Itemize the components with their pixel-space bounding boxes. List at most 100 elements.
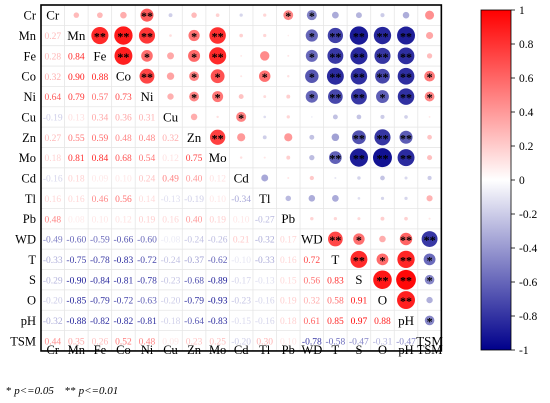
correlation-circle bbox=[349, 26, 369, 45]
significance-mark: ** bbox=[329, 233, 341, 247]
footnote-double-text: p<=0.01 bbox=[78, 385, 119, 397]
correlation-circle bbox=[427, 134, 432, 140]
correlation-value: 0.26 bbox=[92, 337, 109, 347]
diagonal-label-s: S bbox=[355, 272, 362, 287]
correlation-value: -0.33 bbox=[43, 256, 63, 266]
correlation-value: 0.16 bbox=[280, 256, 297, 266]
correlation-circle bbox=[399, 130, 413, 144]
significance-footnote: * p<=0.05 ** p<=0.01 bbox=[6, 385, 118, 397]
correlation-value: -0.89 bbox=[208, 276, 228, 286]
correlation-circle bbox=[286, 115, 290, 119]
correlation-circle bbox=[397, 88, 415, 105]
colorbar-tick-label: 0.8 bbox=[519, 39, 534, 51]
correlation-value: -0.90 bbox=[66, 276, 86, 286]
correlation-circle bbox=[397, 26, 416, 45]
correlation-value: -0.24 bbox=[184, 236, 204, 246]
significance-mark: ** bbox=[400, 30, 412, 44]
correlation-value: -0.29 bbox=[43, 276, 63, 286]
significance-mark: ** bbox=[376, 274, 388, 288]
correlation-circle bbox=[404, 216, 408, 221]
correlation-circle bbox=[334, 176, 337, 179]
correlation-value: 0.88 bbox=[92, 73, 109, 83]
correlation-value: -0.72 bbox=[114, 297, 134, 307]
significance-mark: ** bbox=[376, 50, 388, 64]
diagonal-label-cd: Cd bbox=[234, 170, 250, 185]
correlation-circle bbox=[73, 12, 80, 18]
correlation-circle bbox=[209, 27, 226, 44]
correlation-circle bbox=[259, 70, 271, 82]
correlation-circle bbox=[425, 10, 435, 20]
correlation-value: 0.10 bbox=[92, 215, 109, 225]
correlation-value: 0.08 bbox=[68, 215, 85, 225]
correlation-circle bbox=[404, 176, 408, 180]
correlation-circle bbox=[380, 216, 385, 221]
correlation-value: -0.85 bbox=[66, 297, 86, 307]
significance-mark: ** bbox=[400, 50, 412, 64]
colorbar-tick-label: 0.6 bbox=[519, 73, 534, 85]
correlation-value: -0.78 bbox=[90, 256, 110, 266]
significance-mark: ** bbox=[141, 9, 153, 23]
correlation-value: 0.55 bbox=[68, 134, 85, 144]
row-label-fe: Fe bbox=[24, 49, 37, 63]
correlation-circle bbox=[426, 53, 433, 59]
correlation-value: 0.10 bbox=[115, 175, 132, 185]
significance-mark: ** bbox=[329, 91, 341, 105]
correlation-value: 0.56 bbox=[115, 195, 132, 205]
row-label-co: Co bbox=[21, 70, 36, 84]
correlation-circle bbox=[216, 115, 219, 119]
row-label-mo: Mo bbox=[19, 151, 36, 165]
correlation-value: 0.34 bbox=[92, 114, 109, 124]
correlation-value: 0.31 bbox=[139, 114, 156, 124]
correlation-circle bbox=[380, 175, 385, 181]
significance-mark: ** bbox=[353, 131, 365, 145]
correlation-value: 0.46 bbox=[92, 195, 109, 205]
correlation-circle bbox=[397, 250, 415, 269]
correlation-value: 0.64 bbox=[44, 93, 61, 103]
column-label-cr: Cr bbox=[47, 343, 60, 357]
significance-mark: * bbox=[356, 233, 362, 247]
correlation-circle bbox=[397, 291, 416, 310]
correlation-value: 0.16 bbox=[162, 215, 179, 225]
correlation-circle bbox=[373, 270, 392, 290]
correlation-circle bbox=[426, 31, 434, 40]
correlation-circle bbox=[374, 129, 391, 146]
colorbar-tick-label: 0 bbox=[519, 175, 525, 187]
correlation-value: 0.57 bbox=[92, 93, 109, 103]
significance-mark: * bbox=[309, 70, 315, 84]
correlation-value: 0.54 bbox=[139, 154, 156, 164]
correlation-circle bbox=[260, 51, 270, 61]
column-label-s: S bbox=[355, 343, 362, 357]
correlation-circle bbox=[263, 115, 267, 119]
correlation-value: 0.23 bbox=[186, 337, 203, 347]
correlation-circle bbox=[210, 69, 225, 84]
correlation-value: -0.72 bbox=[137, 256, 157, 266]
correlation-circle bbox=[188, 29, 200, 42]
significance-mark: * bbox=[309, 91, 315, 105]
column-label-cu: Cu bbox=[163, 343, 178, 357]
correlation-value: -0.75 bbox=[66, 256, 86, 266]
significance-mark: ** bbox=[400, 253, 412, 267]
diagonal-label-co: Co bbox=[116, 69, 131, 84]
correlation-circle bbox=[167, 52, 174, 60]
correlation-value: 0.73 bbox=[115, 93, 132, 103]
correlation-circle bbox=[402, 11, 410, 19]
correlation-value: 0.59 bbox=[92, 134, 109, 144]
correlation-value: -0.68 bbox=[184, 276, 204, 286]
correlation-value: -0.66 bbox=[114, 236, 134, 246]
significance-mark: * bbox=[427, 91, 433, 105]
correlation-circle bbox=[262, 135, 267, 140]
correlation-circle bbox=[357, 196, 361, 200]
significance-mark: ** bbox=[376, 70, 388, 84]
correlation-value: 0.14 bbox=[139, 195, 156, 205]
significance-mark: ** bbox=[212, 131, 224, 145]
correlation-circle bbox=[287, 176, 290, 179]
correlation-circle bbox=[380, 114, 385, 119]
correlation-value: -0.33 bbox=[255, 256, 275, 266]
significance-mark: * bbox=[215, 91, 221, 105]
significance-mark: ** bbox=[424, 233, 436, 247]
correlation-circle bbox=[428, 217, 431, 220]
correlation-value: 0.32 bbox=[44, 73, 61, 83]
footnote-double-mark: ** bbox=[64, 385, 76, 397]
correlation-circle bbox=[310, 216, 314, 221]
